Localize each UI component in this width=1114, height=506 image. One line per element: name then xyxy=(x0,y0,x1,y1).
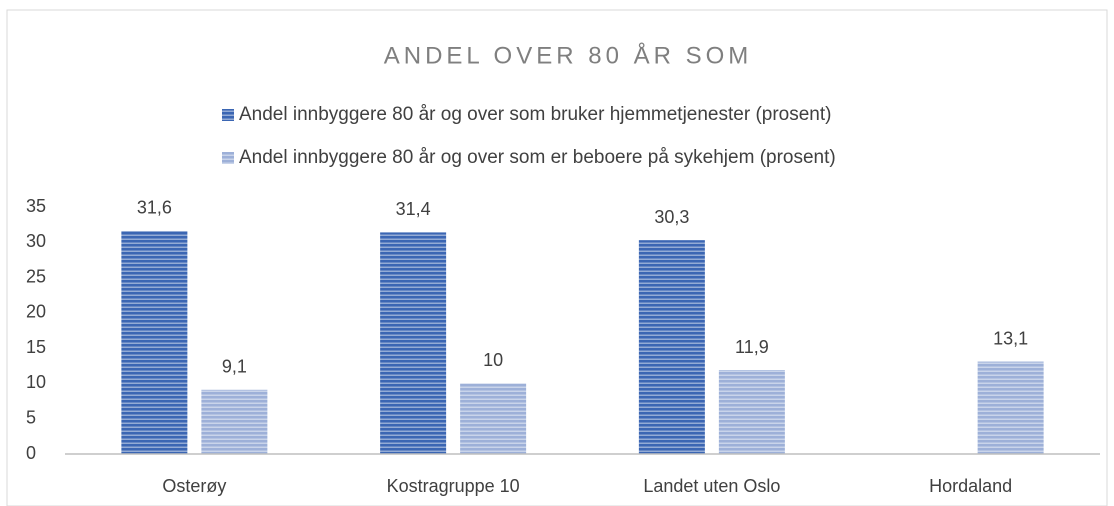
y-tick-label: 20 xyxy=(26,302,46,322)
y-tick-label: 25 xyxy=(26,266,46,286)
x-tick-label: Hordaland xyxy=(929,476,1012,496)
bar xyxy=(977,361,1044,454)
chart-border xyxy=(6,9,1108,506)
bar xyxy=(380,232,447,454)
value-label: 30,3 xyxy=(654,207,689,227)
x-tick-label: Osterøy xyxy=(162,476,226,496)
y-tick-label: 10 xyxy=(26,372,46,392)
value-label: 13,1 xyxy=(993,328,1028,348)
value-label: 11,9 xyxy=(735,337,769,357)
value-label: 10 xyxy=(483,350,503,370)
bar xyxy=(718,370,785,454)
bar xyxy=(460,383,527,454)
bar xyxy=(201,389,268,454)
y-tick-label: 5 xyxy=(26,407,36,427)
bar xyxy=(121,230,188,454)
bar xyxy=(638,240,705,454)
legend-swatch xyxy=(222,109,234,121)
y-tick-label: 15 xyxy=(26,337,46,357)
value-label: 9,1 xyxy=(222,357,247,377)
legend-label: Andel innbyggere 80 år og over som bruke… xyxy=(239,104,831,125)
legend-swatch xyxy=(222,152,234,164)
y-tick-label: 30 xyxy=(26,231,46,251)
y-tick-label: 0 xyxy=(26,443,36,463)
x-tick-label: Landet uten Oslo xyxy=(643,476,780,496)
value-label: 31,6 xyxy=(137,198,172,218)
value-label: 31,4 xyxy=(396,199,431,219)
x-tick-label: Kostragruppe 10 xyxy=(387,476,520,496)
chart-title: ANDEL OVER 80 ÅR SOM xyxy=(384,41,753,69)
legend-label: Andel innbyggere 80 år og over som er be… xyxy=(239,147,836,168)
y-tick-label: 35 xyxy=(26,196,46,216)
